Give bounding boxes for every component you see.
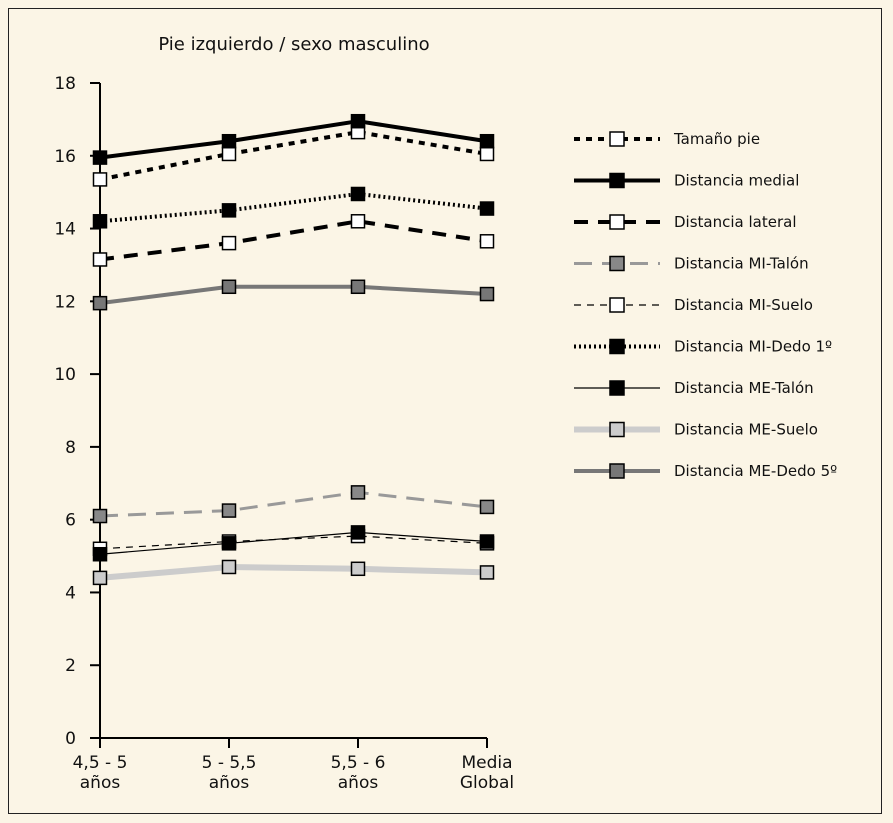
series-distancia-me-suelo — [92, 559, 495, 586]
series-lines — [92, 113, 495, 586]
data-point — [92, 508, 108, 524]
x-tick-label: 5,5 - 6 años — [331, 753, 386, 793]
legend-item: Distancia lateral — [574, 213, 796, 231]
data-point — [221, 133, 237, 149]
data-point — [479, 499, 495, 515]
data-point — [221, 279, 237, 295]
series-distancia-lateral — [92, 214, 495, 267]
data-point — [92, 172, 108, 187]
data-point — [221, 536, 237, 551]
axes: 0 2 4 6 8 10 12 14 16 18 4,5 - 5 años 5 - 5,5 años 5,5… — [54, 74, 514, 793]
y-tick-label: 14 — [54, 220, 76, 240]
legend-item: Distancia medial — [574, 172, 799, 190]
legend-label: Tamaño pie — [673, 130, 760, 148]
data-point — [350, 214, 366, 229]
series-line — [99, 191, 488, 224]
data-point — [350, 186, 366, 202]
legend-marker — [609, 255, 625, 272]
data-point — [479, 534, 495, 549]
data-point — [92, 252, 108, 267]
legend-item: Distancia ME-Suelo — [574, 421, 818, 439]
data-point — [479, 286, 495, 302]
data-point — [221, 559, 237, 575]
series-line — [99, 531, 488, 555]
data-point — [350, 279, 366, 295]
series-distancia-medial — [92, 113, 495, 165]
legend-marker — [609, 297, 625, 313]
series-distancia-me-dedo-5 — [92, 279, 495, 311]
legend-marker — [609, 421, 625, 438]
data-point — [92, 546, 108, 562]
legend-marker — [609, 463, 625, 479]
x-tick-label: 5 - 5,5 años — [202, 753, 257, 793]
legend-marker — [609, 214, 625, 230]
legend: Tamaño pie Distancia medial Distancia late… — [574, 130, 837, 480]
legend-label: Distancia MI-Dedo 1º — [674, 338, 832, 356]
legend-marker — [609, 380, 625, 396]
legend-marker — [609, 172, 625, 189]
legend-marker — [609, 338, 625, 355]
data-point — [92, 570, 108, 586]
legend-item: Distancia ME-Dedo 5º — [574, 462, 837, 480]
series-distancia-mi-suelo — [92, 528, 495, 557]
data-point — [479, 201, 495, 216]
y-tick-label: 12 — [54, 292, 76, 312]
x-tick-label: 4,5 - 5 años — [73, 753, 128, 793]
data-point — [479, 146, 495, 162]
legend-label: Distancia MI-Talón — [674, 255, 809, 273]
series-distancia-mi-dedo-1 — [92, 186, 495, 229]
series-line — [99, 563, 488, 581]
data-point — [350, 561, 366, 577]
data-point — [92, 295, 108, 311]
y-tick-label: 10 — [54, 365, 76, 385]
legend-item: Distancia MI-Dedo 1º — [574, 338, 832, 356]
y-tick-label: 0 — [65, 729, 76, 749]
legend-item: Tamaño pie — [574, 130, 760, 148]
y-tick-label: 4 — [65, 583, 76, 603]
legend-label: Distancia ME-Talón — [674, 379, 814, 397]
data-point — [221, 146, 237, 162]
series-line — [99, 119, 488, 160]
y-tick-label: 16 — [54, 147, 76, 167]
legend-label: Distancia ME-Suelo — [674, 421, 818, 439]
series-line — [99, 284, 488, 306]
series-line — [99, 219, 488, 262]
series-line — [99, 490, 488, 518]
legend-item: Distancia ME-Talón — [574, 379, 814, 397]
series-tamano-pie — [92, 124, 495, 187]
data-point — [479, 234, 495, 249]
series-distancia-me-talon — [92, 525, 495, 562]
data-point — [479, 133, 495, 149]
legend-item: Distancia MI-Talón — [574, 255, 809, 273]
y-tick-label: 8 — [65, 438, 76, 458]
data-point — [221, 203, 237, 218]
data-point — [350, 525, 366, 540]
y-tick-label: 2 — [65, 656, 76, 676]
y-tick-label: 18 — [54, 74, 76, 94]
data-point — [479, 565, 495, 580]
data-point — [350, 485, 366, 500]
data-point — [92, 214, 108, 229]
legend-label: Distancia medial — [674, 172, 799, 190]
legend-marker — [609, 131, 625, 147]
series-distancia-mi-talon — [92, 485, 495, 524]
legend-label: Distancia ME-Dedo 5º — [674, 462, 837, 480]
data-point — [92, 150, 108, 165]
data-point — [221, 235, 237, 251]
data-point — [221, 503, 237, 518]
legend-label: Distancia MI-Suelo — [674, 296, 813, 314]
y-tick-label: 6 — [65, 511, 76, 531]
legend-label: Distancia lateral — [674, 213, 796, 231]
chart-frame — [8, 8, 882, 814]
chart-title: Pie izquierdo / sexo masculino — [158, 34, 429, 55]
legend-item: Distancia MI-Suelo — [574, 296, 813, 314]
series-line — [99, 130, 488, 182]
data-point — [350, 113, 366, 129]
x-tick-label: Media Global — [460, 753, 514, 793]
